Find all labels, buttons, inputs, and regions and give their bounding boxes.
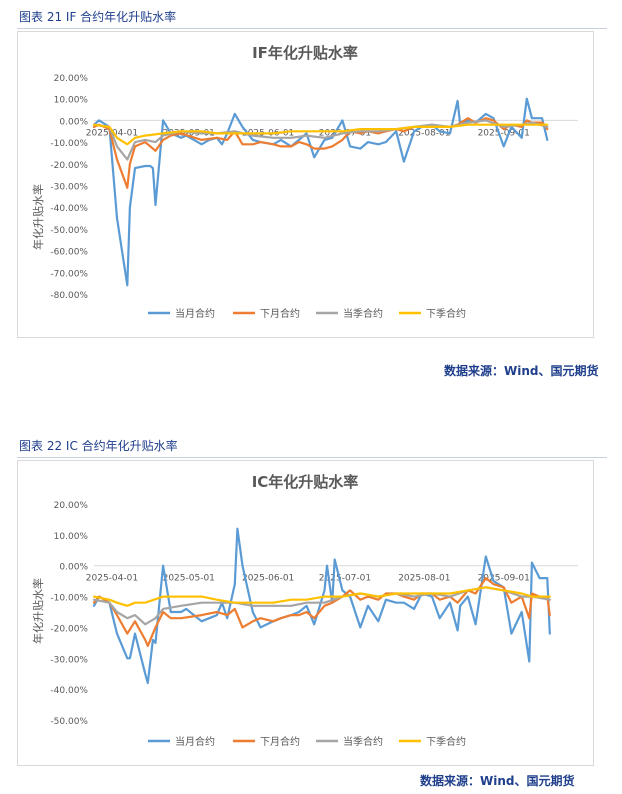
series-line [92,576,551,647]
x-tick-label: 2025-04-01 [86,574,138,584]
legend-label: 下季合约 [426,307,466,320]
legend-label: 当月合约 [175,735,215,748]
data-source: 数据来源：Wind、国元期货 [420,774,575,788]
legend-label: 当季合约 [343,735,383,748]
legend-label: 下季合约 [426,735,466,748]
x-tick-label: 2025-09-01 [478,574,530,584]
chart-svg: IF年化升贴水率 年化升贴水率 20.00% 10.00% 0.00% -10.00%… [31,44,578,320]
legend-item: 下月合约 [233,735,300,748]
figure-caption: 图表 22 IC 合约年化升贴水率 [19,439,178,453]
legend-item: 下季合约 [399,735,466,748]
legend-item: 当月合约 [148,307,215,320]
y-tick-label: -10.00% [50,594,88,604]
chart-container: IC年化升贴水率 年化升贴水率 20.00% 10.00% 0.00% -10.00%… [17,460,594,766]
legend-label: 当月合约 [175,307,215,320]
series-line [92,119,549,161]
series-line [92,527,551,685]
chart-svg: IC年化升贴水率 年化升贴水率 20.00% 10.00% 0.00% -10.00%… [31,473,578,748]
y-tick-label: -40.00% [50,204,88,214]
y-tick-label: -20.00% [50,161,88,171]
chart-container: IF年化升贴水率 年化升贴水率 20.00% 10.00% 0.00% -10.00%… [17,31,594,338]
y-tick-label: -30.00% [50,183,88,193]
series-line [92,586,551,607]
chart-title: IF年化升贴水率 [252,44,358,62]
y-tick-label: -20.00% [50,624,88,634]
y-tick-label: -40.00% [50,686,88,696]
y-axis-label: 年化升贴水率 [31,578,45,644]
data-source: 数据来源：Wind、国元期货 [444,364,599,378]
x-tick-label: 2025-08-01 [398,574,450,584]
x-tick-label: 2025-05-01 [163,574,215,584]
y-tick-label: -10.00% [50,139,88,149]
legend-item: 当月合约 [148,735,215,748]
y-tick-label: 10.00% [54,96,89,106]
figure-caption: 图表 21 IF 合约年化升贴水率 [19,10,177,24]
y-tick-label: 0.00% [59,563,88,573]
x-tick-label: 2025-08-01 [398,128,450,138]
y-tick-label: 10.00% [54,532,89,542]
legend-label: 下月合约 [260,735,300,748]
caption-divider [17,28,607,29]
x-tick-label: 2025-06-01 [242,574,294,584]
legend-item: 当季合约 [316,735,383,748]
y-tick-label: -30.00% [50,655,88,665]
y-tick-label: -60.00% [50,248,88,258]
x-tick-label: 2025-05-01 [163,128,215,138]
x-tick-label: 2025-07-01 [319,574,371,584]
series-line [92,97,549,287]
legend-label: 下月合约 [260,307,300,320]
y-axis-label: 年化升贴水率 [31,184,45,250]
legend-item: 当季合约 [316,307,383,320]
y-tick-label: -80.00% [50,291,88,301]
legend-label: 当季合约 [343,307,383,320]
y-tick-label: 20.00% [54,501,89,511]
chart-title: IC年化升贴水率 [252,473,359,491]
y-tick-label: 0.00% [59,117,88,127]
y-tick-label: -50.00% [50,226,88,236]
legend-item: 下季合约 [399,307,466,320]
caption-divider [17,457,607,458]
y-tick-label: 20.00% [54,74,89,84]
series-line [92,123,549,146]
x-tick-label: 2025-09-01 [478,128,530,138]
legend-item: 下月合约 [233,307,300,320]
y-tick-label: -70.00% [50,269,88,279]
y-tick-label: -50.00% [50,717,88,727]
